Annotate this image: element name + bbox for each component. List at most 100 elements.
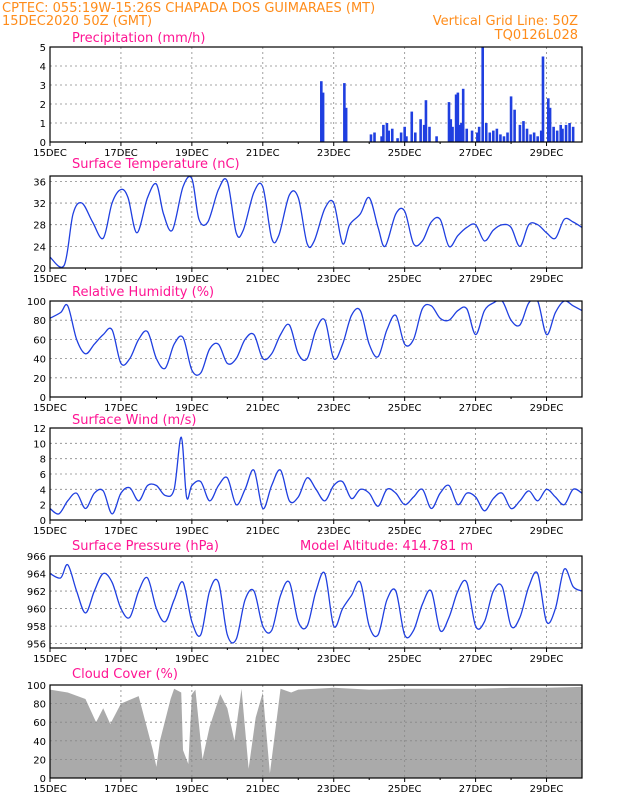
precipitation-bar [460, 123, 463, 142]
precipitation-bar [522, 121, 525, 142]
surface-pressure-title: Surface Pressure (hPa) [72, 539, 219, 554]
precipitation-bar [390, 128, 394, 142]
surface-wind-ytick-label: 6 [40, 470, 46, 481]
surface-pressure-ytick-label: 962 [27, 587, 46, 598]
surface-wind-ytick-label: 0 [40, 516, 46, 527]
precipitation-xtick-label: 19DEC [175, 148, 209, 159]
surface-pressure-xtick-label: 25DEC [388, 654, 422, 665]
surface-wind-ytick-label: 2 [40, 501, 46, 512]
surface-wind-panel: Surface Wind (m/s) 0 2 4 6 8 10 12 15DEC 17DEC 19D… [33, 413, 583, 537]
cloud-cover-ytick-label: 0 [40, 774, 46, 785]
precipitation-bar [561, 128, 564, 142]
header-model: TQ0126L028 [494, 28, 578, 43]
precipitation-bar [414, 132, 417, 142]
precipitation-ytick-label: 3 [40, 81, 46, 92]
surface-wind-xtick-label: 17DEC [104, 526, 138, 537]
surface-wind-ytick-label: 10 [33, 439, 46, 450]
precipitation-bar [518, 124, 522, 142]
cloud-cover-xtick-label: 27DEC [459, 784, 493, 795]
precipitation-bar [547, 98, 550, 142]
precipitation-bar [548, 107, 552, 142]
precipitation-xtick-label: 29DEC [530, 148, 564, 159]
surface-wind-xtick-label: 25DEC [388, 526, 422, 537]
precipitation-bar [369, 134, 373, 142]
header-run-time: 15DEC2020 50Z (GMT) [2, 14, 152, 29]
precipitation-bar [343, 83, 346, 142]
surface-pressure-frame [49, 555, 583, 649]
surface-pressure-xtick-label: 17DEC [104, 654, 138, 665]
surface-temperature-xtick-label: 29DEC [530, 274, 564, 285]
precipitation-panel: Precipitation (mm/h) 0 1 2 3 4 5 15DEC 17DEC 19DE… [33, 31, 583, 159]
precipitation-bar [373, 132, 376, 142]
header-grid-line: Vertical Grid Line: 50Z [433, 14, 578, 29]
surface-pressure-panel: Surface Pressure (hPa) Model Altitude: 41… [27, 539, 583, 665]
cloud-cover-ytick-label: 20 [33, 755, 46, 766]
precipitation-bar [387, 130, 391, 142]
precipitation-xtick-label: 21DEC [246, 148, 280, 159]
precipitation-title: Precipitation (mm/h) [72, 31, 205, 46]
precipitation-bar [424, 100, 428, 142]
precipitation-bar [380, 136, 383, 142]
cloud-cover-xtick-label: 29DEC [530, 784, 564, 795]
header-location: CPTEC: 055:19W-15:26S CHAPADA DOS GUIMAR… [2, 1, 375, 16]
cloud-cover-ytick-label: 40 [33, 737, 46, 748]
precipitation-bar [385, 123, 389, 142]
cloud-cover-panel: Cloud Cover (%) 0 20 40 60 80 100 15DEC 17DEC 19D… [27, 667, 583, 795]
relative-humidity-xtick-label: 15DEC [33, 403, 67, 414]
precipitation-ytick-label: 4 [40, 62, 46, 73]
surface-temperature-title: Surface Temperature (nC) [72, 157, 240, 172]
precipitation-bar [541, 56, 545, 142]
surface-wind-xtick-label: 29DEC [530, 526, 564, 537]
precipitation-bar [382, 124, 385, 142]
relative-humidity-xtick-label: 21DEC [246, 403, 280, 414]
surface-pressure-xtick-label: 23DEC [317, 654, 351, 665]
surface-pressure-series-line [50, 563, 582, 644]
relative-humidity-xtick-label: 17DEC [104, 403, 138, 414]
cloud-cover-title: Cloud Cover (%) [72, 667, 178, 682]
precipitation-bar [568, 123, 571, 142]
surface-temperature-ytick-label: 36 [33, 177, 46, 188]
precipitation-bar [476, 132, 479, 142]
precipitation-bar [458, 124, 461, 142]
relative-humidity-ytick-label: 80 [33, 316, 46, 327]
precipitation-bar [502, 136, 506, 142]
precipitation-bar [470, 130, 474, 142]
precipitation-bar [525, 128, 529, 142]
precipitation-bar [488, 132, 492, 142]
surface-wind-frame [49, 427, 583, 521]
precipitation-bar [461, 88, 465, 142]
precipitation-xtick-label: 25DEC [388, 148, 422, 159]
precipitation-bar [495, 128, 499, 142]
surface-pressure-xtick-label: 19DEC [175, 654, 209, 665]
surface-temperature-series-line [50, 176, 582, 268]
surface-wind-ytick-label: 4 [40, 485, 46, 496]
surface-temperature-ytick-label: 32 [33, 199, 46, 210]
precipitation-xtick-label: 17DEC [104, 148, 138, 159]
surface-temperature-ytick-label: 28 [33, 221, 46, 232]
surface-wind-ytick-label: 8 [40, 455, 46, 466]
relative-humidity-panel: Relative Humidity (%) 0 20 40 60 80 100 15DEC 17… [27, 285, 583, 414]
precipitation-bar [536, 136, 539, 142]
precipitation-bar [321, 92, 325, 142]
surface-temperature-xtick-label: 19DEC [175, 274, 209, 285]
precipitation-bar [513, 109, 516, 142]
surface-pressure-annotation: Model Altitude: 414.781 m [300, 539, 473, 554]
precipitation-bar [451, 126, 454, 142]
precipitation-bar [449, 119, 453, 142]
cloud-cover-frame [49, 684, 583, 779]
precipitation-bar [454, 94, 458, 142]
relative-humidity-xtick-label: 27DEC [459, 403, 493, 414]
precipitation-frame [49, 46, 583, 143]
precipitation-bar [492, 130, 495, 142]
relative-humidity-xtick-label: 23DEC [317, 403, 351, 414]
precipitation-bar [499, 134, 502, 142]
surface-wind-ytick-label: 12 [33, 424, 46, 435]
surface-pressure-xtick-label: 15DEC [33, 654, 67, 665]
surface-pressure-xtick-label: 21DEC [246, 654, 280, 665]
relative-humidity-ytick-label: 40 [33, 355, 46, 366]
surface-pressure-ytick-label: 958 [27, 622, 46, 633]
surface-wind-xtick-label: 19DEC [175, 526, 209, 537]
surface-temperature-xtick-label: 15DEC [33, 274, 67, 285]
cloud-cover-xtick-label: 19DEC [175, 784, 209, 795]
